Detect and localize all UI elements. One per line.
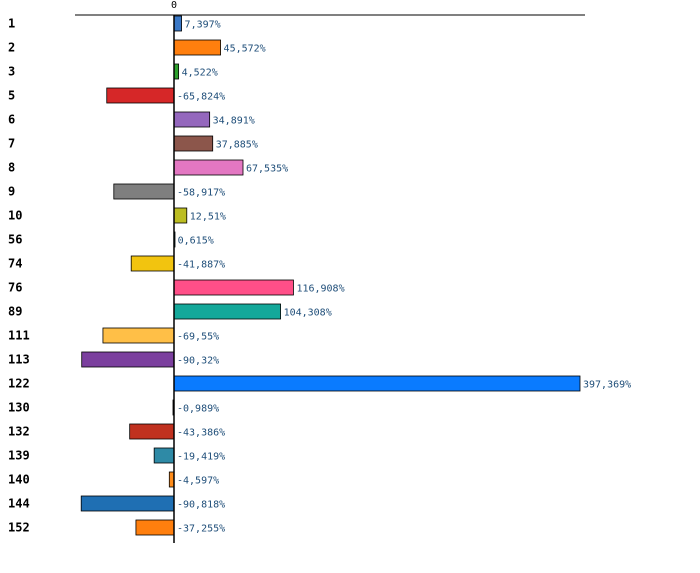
bar (135, 519, 175, 536)
category-label: 152 (8, 521, 30, 535)
value-label: 116,908% (296, 284, 344, 295)
bar (130, 255, 175, 272)
category-label: 113 (8, 353, 30, 367)
bar (173, 15, 182, 32)
category-label: 2 (8, 41, 15, 55)
value-label: -90,32% (177, 356, 219, 367)
category-label: 56 (8, 233, 22, 247)
value-label: -41,887% (177, 260, 225, 271)
value-label: 12,51% (190, 212, 226, 223)
bar (173, 207, 188, 224)
bar (129, 423, 175, 440)
category-label: 89 (8, 305, 22, 319)
value-label: 104,308% (284, 308, 332, 319)
bar (113, 183, 175, 200)
category-label: 144 (8, 497, 30, 511)
value-label: -37,255% (177, 524, 225, 535)
bar (80, 495, 175, 512)
category-label: 74 (8, 257, 22, 271)
bar (102, 327, 175, 344)
category-label: 122 (8, 377, 30, 391)
value-label: 37,885% (216, 140, 258, 151)
category-label: 1 (8, 17, 15, 31)
value-label: 34,891% (213, 116, 255, 127)
bar (173, 303, 281, 320)
bar (173, 111, 211, 128)
value-label: 0,615% (178, 236, 214, 247)
value-label: -65,824% (177, 92, 225, 103)
bar (173, 39, 221, 56)
value-label: 397,369% (583, 380, 631, 391)
value-label: -19,419% (177, 452, 225, 463)
zero-tick-label: 0 (171, 0, 177, 11)
value-label: -58,917% (177, 188, 225, 199)
category-label: 8 (8, 161, 15, 175)
bar (173, 159, 244, 176)
value-label: 7,397% (185, 20, 221, 31)
value-label: -0,989% (177, 404, 219, 415)
value-label: 4,522% (182, 68, 218, 79)
value-label: -4,597% (177, 476, 219, 487)
bar (81, 351, 175, 368)
category-label: 9 (8, 185, 15, 199)
bar (173, 135, 214, 152)
category-label: 140 (8, 473, 30, 487)
category-label: 111 (8, 329, 30, 343)
category-label: 10 (8, 209, 22, 223)
category-label: 130 (8, 401, 30, 415)
value-label: -90,818% (177, 500, 225, 511)
category-label: 5 (8, 89, 15, 103)
category-label: 6 (8, 113, 15, 127)
category-label: 76 (8, 281, 22, 295)
bar (153, 447, 175, 464)
value-label: -43,386% (177, 428, 225, 439)
category-label: 3 (8, 65, 15, 79)
category-label: 7 (8, 137, 15, 151)
bars-layer: 1 7,397% 2 45,572% 3 4,522% 5 -65,824% 6 34,891% 7… (8, 15, 631, 536)
bar (106, 87, 175, 104)
category-label: 132 (8, 425, 30, 439)
value-label: 67,535% (246, 164, 288, 175)
bar (173, 279, 294, 296)
value-label: 45,572% (224, 44, 266, 55)
bar (173, 375, 581, 392)
value-label: -69,55% (177, 332, 219, 343)
category-label: 139 (8, 449, 30, 463)
